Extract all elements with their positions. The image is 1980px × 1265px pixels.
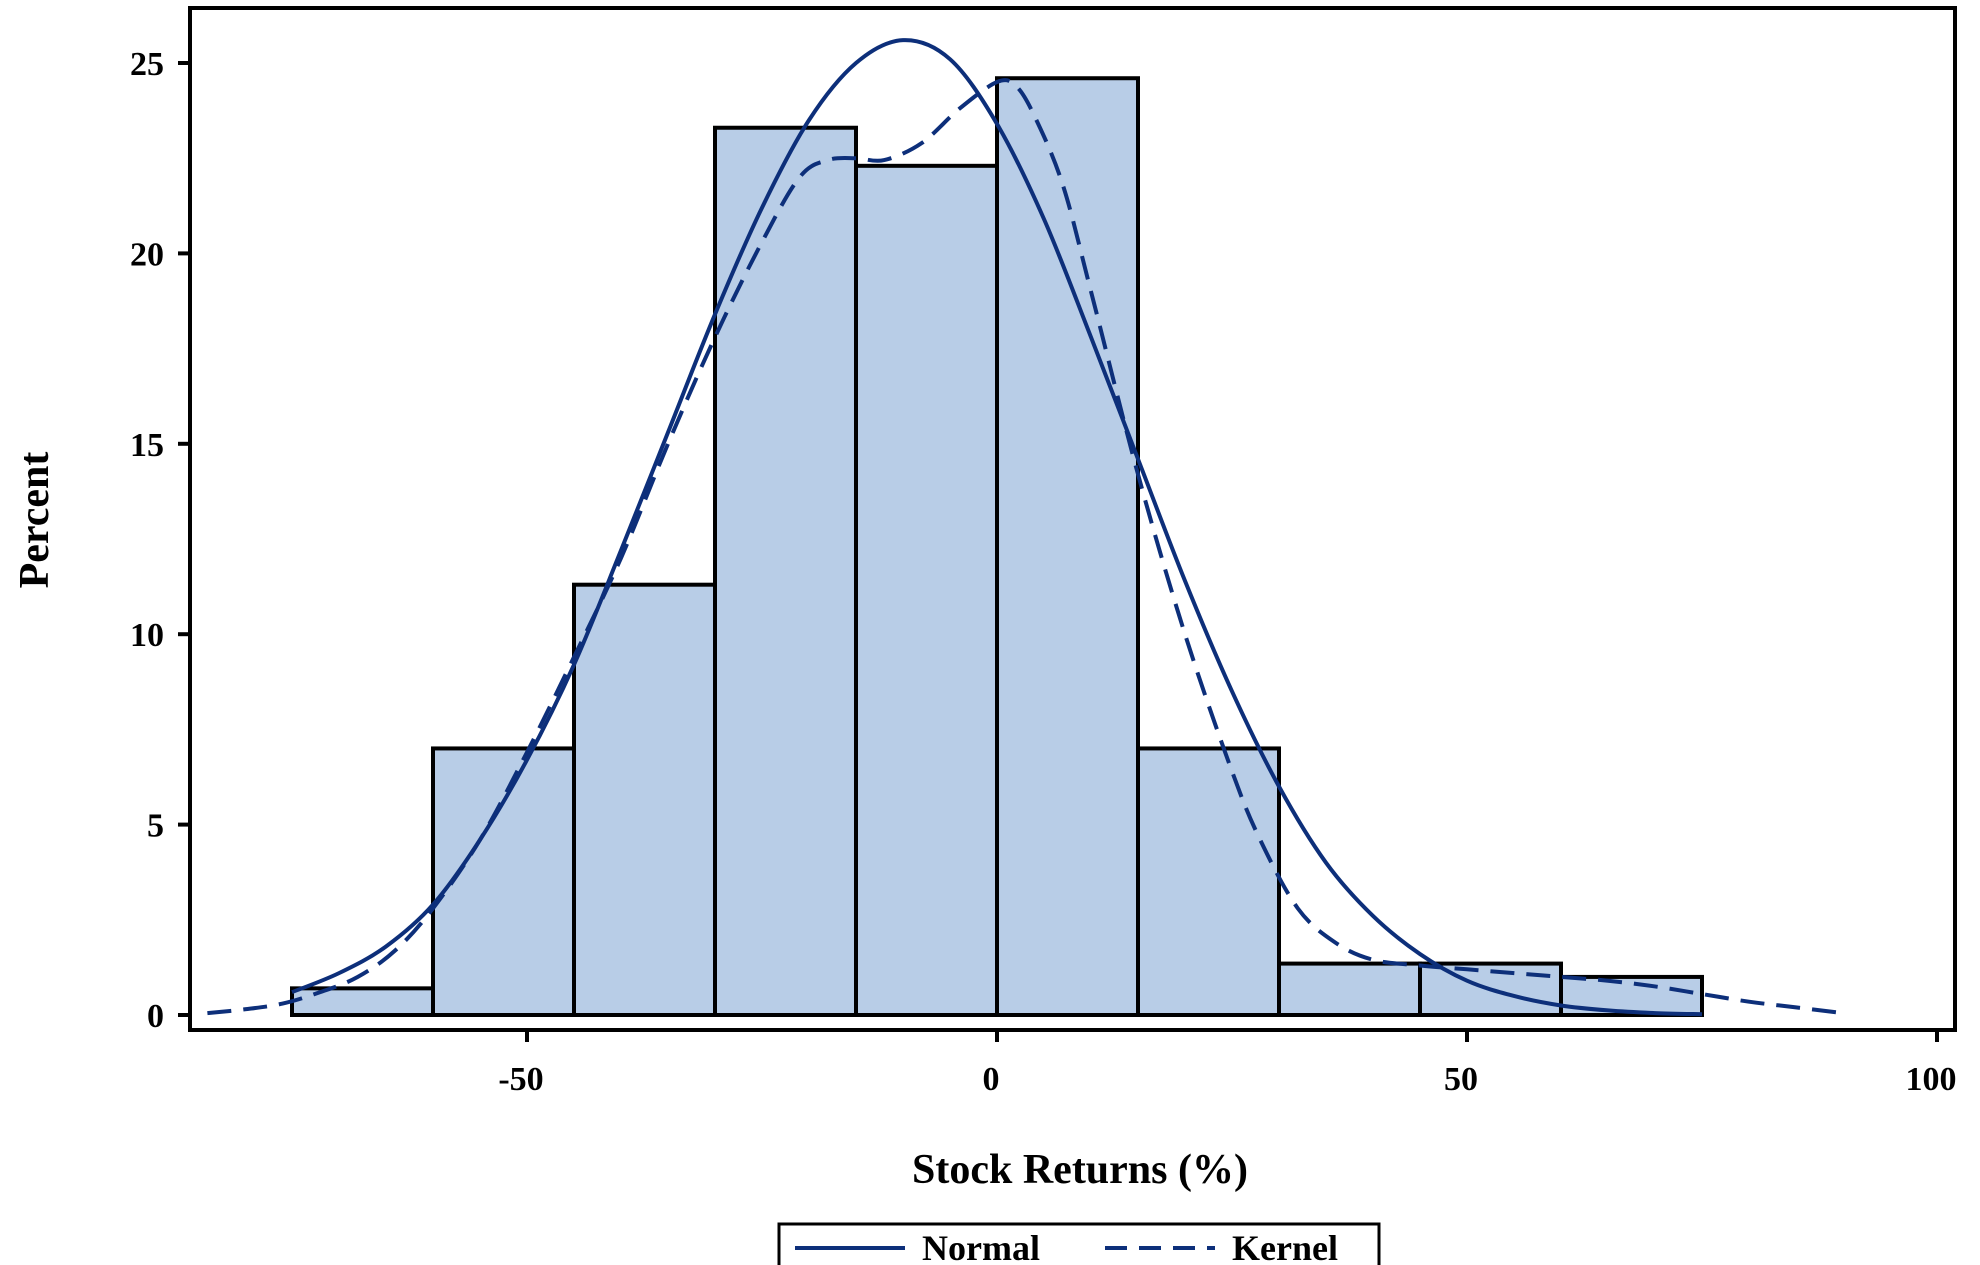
histogram-bar xyxy=(1277,961,1422,1017)
y-axis-title: Percent xyxy=(12,452,58,589)
x-tick-label: -50 xyxy=(498,1061,543,1098)
histogram-bar xyxy=(995,76,1140,1018)
density-curves xyxy=(207,38,1844,1017)
plot-frame xyxy=(188,6,1957,1032)
y-tick-label: 15 xyxy=(130,427,164,464)
axes: 0 5 10 15 20 25 -50 0 50 100 xyxy=(130,46,1957,1098)
legend-label-normal: Normal xyxy=(922,1228,1040,1265)
y-tick-label: 10 xyxy=(130,617,164,654)
histogram-bar xyxy=(431,746,576,1017)
legend-label-kernel: Kernel xyxy=(1232,1228,1338,1265)
x-tick-label: 100 xyxy=(1906,1061,1957,1098)
histogram-bar xyxy=(713,125,858,1017)
y-tick-label: 20 xyxy=(130,236,164,273)
x-axis-title: Stock Returns (%) xyxy=(912,1147,1248,1193)
x-tick-label: 50 xyxy=(1444,1061,1478,1098)
curve-normal xyxy=(291,38,1703,1017)
legend: Normal Kernel xyxy=(777,1222,1381,1265)
y-tick-label: 5 xyxy=(147,808,164,845)
histogram-bar xyxy=(290,986,435,1017)
curve-kernel xyxy=(207,78,1844,1016)
y-tick-label: 0 xyxy=(147,998,164,1035)
legend-box xyxy=(777,1222,1381,1265)
histogram-bar xyxy=(854,163,999,1018)
y-tick-label: 25 xyxy=(130,46,164,83)
histogram-bars xyxy=(290,76,1704,1018)
histogram-bar xyxy=(572,582,717,1017)
x-tick-label: 0 xyxy=(983,1061,1000,1098)
histogram-bar xyxy=(1136,746,1281,1017)
